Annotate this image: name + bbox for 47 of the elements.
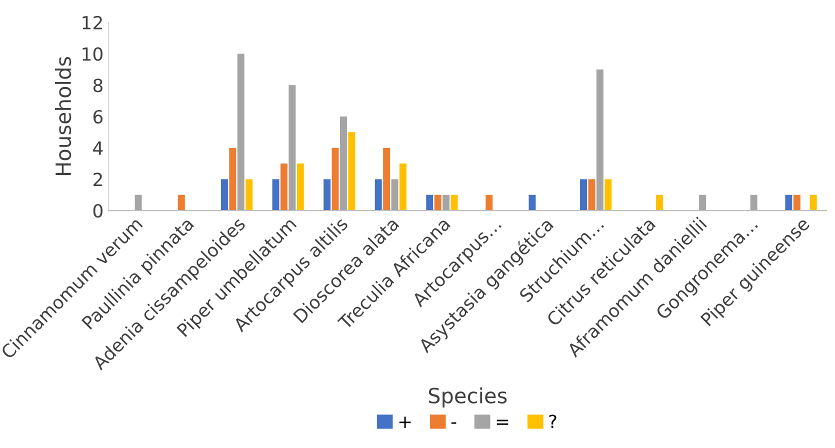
bar <box>580 179 588 211</box>
y-tick-label: 10 <box>82 47 102 61</box>
bar <box>399 164 406 211</box>
y-tick-label: 2 <box>94 172 102 186</box>
bar <box>383 148 390 211</box>
bar <box>229 148 236 211</box>
bar <box>434 194 442 211</box>
legend-label: + <box>399 416 411 428</box>
bar <box>220 179 228 211</box>
bar <box>280 164 288 211</box>
bar <box>588 179 596 211</box>
bar <box>340 116 347 211</box>
legend-label: = <box>496 420 508 425</box>
bar <box>178 194 185 211</box>
bar <box>810 194 817 211</box>
bar <box>528 194 536 211</box>
bar <box>324 179 331 211</box>
bar <box>596 69 604 211</box>
y-axis-title: Households <box>54 56 72 175</box>
bar <box>237 54 244 211</box>
bar <box>699 194 706 211</box>
bar <box>450 194 458 211</box>
bar <box>134 194 142 211</box>
bar <box>374 179 382 211</box>
bar <box>750 194 758 211</box>
bar <box>604 179 612 211</box>
bar <box>656 194 663 211</box>
y-tick-label: 8 <box>93 78 102 92</box>
bar <box>288 85 296 211</box>
bar <box>426 194 434 211</box>
y-tick-label: 4 <box>93 142 103 155</box>
bar <box>785 194 792 211</box>
bar <box>246 179 253 211</box>
y-tick-label: 6 <box>93 110 103 124</box>
bar <box>332 148 339 211</box>
bar <box>442 194 450 211</box>
bar <box>272 179 280 211</box>
legend-label: ? <box>549 414 556 428</box>
x-axis-title: Species <box>428 387 507 408</box>
bar <box>348 132 356 211</box>
bar <box>296 164 304 211</box>
y-tick-label: 0 <box>93 204 102 218</box>
bar <box>793 194 800 211</box>
bar <box>391 179 398 211</box>
bar <box>486 194 493 211</box>
legend-label: - <box>451 422 456 424</box>
y-tick-label: 12 <box>82 16 102 30</box>
